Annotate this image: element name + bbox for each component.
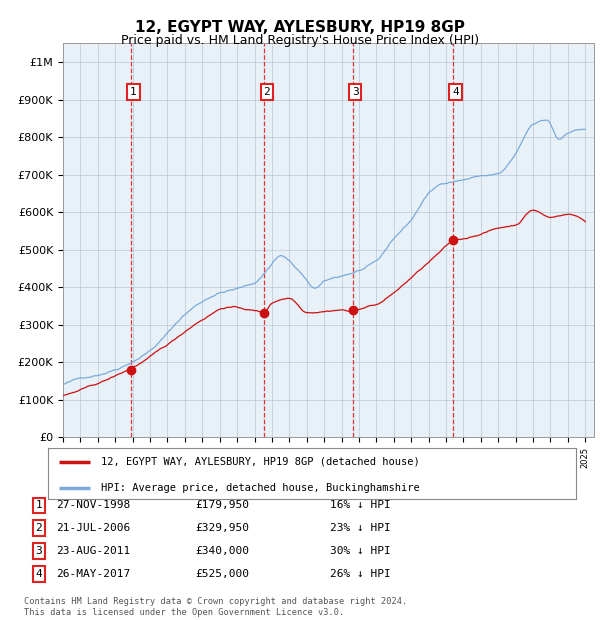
Text: Price paid vs. HM Land Registry's House Price Index (HPI): Price paid vs. HM Land Registry's House … bbox=[121, 34, 479, 47]
Text: 23% ↓ HPI: 23% ↓ HPI bbox=[329, 523, 391, 533]
Text: 1: 1 bbox=[130, 87, 137, 97]
Text: 21-JUL-2006: 21-JUL-2006 bbox=[56, 523, 130, 533]
Text: £179,950: £179,950 bbox=[195, 500, 249, 510]
Text: £329,950: £329,950 bbox=[195, 523, 249, 533]
Text: 26-MAY-2017: 26-MAY-2017 bbox=[56, 569, 130, 579]
Text: 4: 4 bbox=[35, 569, 43, 579]
Text: 16% ↓ HPI: 16% ↓ HPI bbox=[329, 500, 391, 510]
Text: 1: 1 bbox=[35, 500, 43, 510]
Text: 23-AUG-2011: 23-AUG-2011 bbox=[56, 546, 130, 556]
Text: 3: 3 bbox=[352, 87, 359, 97]
Text: 12, EGYPT WAY, AYLESBURY, HP19 8GP (detached house): 12, EGYPT WAY, AYLESBURY, HP19 8GP (deta… bbox=[101, 457, 419, 467]
Text: Contains HM Land Registry data © Crown copyright and database right 2024.
This d: Contains HM Land Registry data © Crown c… bbox=[24, 598, 407, 617]
Text: 27-NOV-1998: 27-NOV-1998 bbox=[56, 500, 130, 510]
Text: 2: 2 bbox=[263, 87, 270, 97]
Text: 12, EGYPT WAY, AYLESBURY, HP19 8GP: 12, EGYPT WAY, AYLESBURY, HP19 8GP bbox=[135, 20, 465, 35]
Text: 3: 3 bbox=[35, 546, 43, 556]
Text: £525,000: £525,000 bbox=[195, 569, 249, 579]
Text: 4: 4 bbox=[452, 87, 459, 97]
Text: £340,000: £340,000 bbox=[195, 546, 249, 556]
Text: 2: 2 bbox=[35, 523, 43, 533]
Text: 30% ↓ HPI: 30% ↓ HPI bbox=[329, 546, 391, 556]
Text: 26% ↓ HPI: 26% ↓ HPI bbox=[329, 569, 391, 579]
Text: HPI: Average price, detached house, Buckinghamshire: HPI: Average price, detached house, Buck… bbox=[101, 483, 419, 493]
